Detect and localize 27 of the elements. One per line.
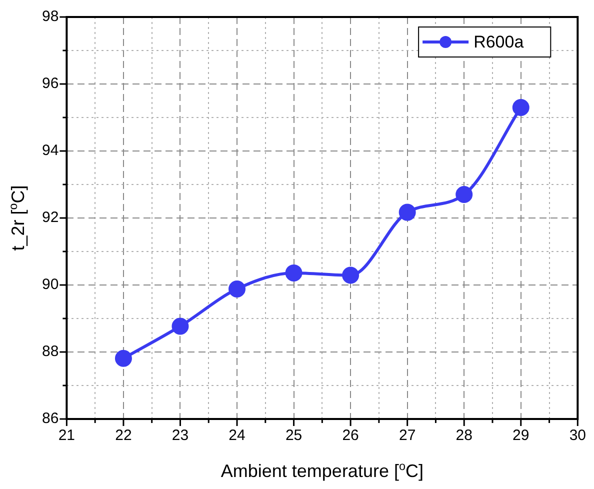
point (114, 350, 132, 367)
x-tick-label: 29 (512, 427, 530, 444)
y-tick-label: 96 (42, 75, 59, 92)
y-tick-label: 92 (42, 209, 59, 226)
point (456, 186, 473, 204)
point (342, 266, 360, 284)
y-axis-title: t_2r [oC] (6, 185, 28, 251)
y-tick-label: 98 (42, 8, 59, 26)
point (172, 318, 189, 335)
y-tick-label: 90 (42, 276, 59, 294)
x-tick-label: 26 (342, 427, 359, 444)
y-tick-label: 88 (42, 343, 59, 360)
x-tick-label: 23 (172, 427, 189, 444)
point (398, 204, 416, 221)
x-tick-label: 28 (456, 427, 472, 444)
y-tick-label: 94 (42, 142, 59, 160)
y-tick-label: 86 (42, 410, 59, 428)
x-tick-label: 30 (569, 427, 586, 444)
point (228, 280, 246, 298)
x-tick-label: 24 (228, 427, 246, 444)
point (285, 264, 302, 282)
x-tick-label: 27 (398, 427, 416, 444)
x-tick-label: 21 (58, 427, 76, 444)
x-tick-label: 25 (285, 427, 302, 444)
x-tick-label: 22 (115, 427, 132, 444)
point (512, 98, 530, 116)
legend-label: R600a (474, 32, 524, 52)
